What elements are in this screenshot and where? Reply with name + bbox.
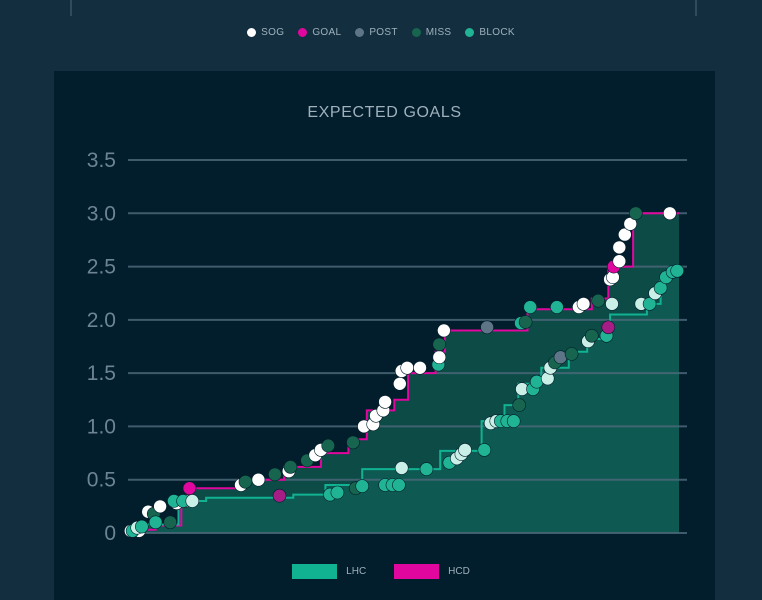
legend-dot-block <box>465 28 475 37</box>
lhc-shot-sog-40[interactable] <box>605 297 619 311</box>
hcd-shot-miss-40[interactable] <box>591 293 606 308</box>
legend-dot-miss <box>411 28 421 37</box>
lhc-shot-block-42[interactable] <box>642 297 657 311</box>
lhc-shot-block-47[interactable] <box>670 263 685 278</box>
legend-item-block[interactable]: BLOCK <box>465 27 515 38</box>
chart-title: EXPECTED GOALS <box>307 104 462 121</box>
legend-dot-post <box>355 28 365 37</box>
y-tick-label-3: 1.5 <box>87 362 116 385</box>
legend-label-miss: MISS <box>425 27 452 38</box>
y-tick-label-4: 2.0 <box>87 309 116 332</box>
hcd-shot-sog-45[interactable] <box>612 240 627 255</box>
hcd-shot-miss-5[interactable] <box>163 515 177 530</box>
y-tick-label-2: 1.0 <box>87 415 116 438</box>
hcd-shot-sog-49[interactable] <box>662 206 677 221</box>
lhc-shot-miss-35[interactable] <box>564 347 579 361</box>
hcd-shot-miss-19[interactable] <box>346 435 360 450</box>
y-tick-label-7: 3.5 <box>87 149 116 172</box>
hcd-shot-sog-27[interactable] <box>400 360 415 375</box>
hcd-shot-block-36[interactable] <box>523 300 538 314</box>
lhc-shot-sog-6[interactable] <box>185 494 200 508</box>
hcd-shot-sog-32[interactable] <box>437 323 451 338</box>
legend-dot-goal <box>298 28 308 37</box>
hcd-shot-miss-12[interactable] <box>268 467 282 482</box>
lhc-shot-sog-20[interactable] <box>458 443 472 457</box>
legend-item-post[interactable]: POST <box>355 27 397 38</box>
legend-item-hcd[interactable]: HCD <box>394 564 470 579</box>
hcd-shot-sog-24[interactable] <box>378 395 392 409</box>
legend-label-post: POST <box>369 27 398 38</box>
hcd-shot-miss-14[interactable] <box>283 460 298 474</box>
lhc-shot-sog-15[interactable] <box>394 461 409 475</box>
lhc-shot-goal-39[interactable] <box>601 320 616 335</box>
lhc-shot-block-16[interactable] <box>419 462 434 476</box>
legend-label-block: BLOCK <box>479 27 515 38</box>
lhc-shot-block-3[interactable] <box>148 515 163 530</box>
top-frame <box>70 0 697 16</box>
legend-dot-sog <box>247 28 257 37</box>
lhc-shot-block-2[interactable] <box>135 519 149 534</box>
legend-label-goal: GOAL <box>312 27 342 38</box>
hcd-shot-sog-30[interactable] <box>432 350 447 365</box>
lhc-shot-block-14[interactable] <box>392 478 406 492</box>
hcd-shot-sog-4[interactable] <box>153 499 167 514</box>
y-tick-label-0: 0 <box>104 522 116 545</box>
hcd-shot-miss-31[interactable] <box>432 337 447 352</box>
y-tick-label-5: 2.5 <box>87 256 116 279</box>
hcd-shot-miss-10[interactable] <box>238 474 253 489</box>
legend-label-lhc: LHC <box>346 566 367 577</box>
legend-item-lhc[interactable]: LHC <box>292 564 366 579</box>
team-legend: LHC HCD <box>0 564 762 579</box>
lhc-shot-goal-7[interactable] <box>272 488 287 503</box>
lhc-shot-block-21[interactable] <box>477 443 492 457</box>
hcd-shot-miss-18[interactable] <box>321 438 336 453</box>
hcd-shot-sog-44[interactable] <box>612 254 627 269</box>
legend-item-miss[interactable]: MISS <box>411 27 452 38</box>
legend-swatch-hcd <box>394 564 440 579</box>
hcd-shot-sog-25[interactable] <box>392 376 407 391</box>
lhc-shot-block-26[interactable] <box>506 414 521 428</box>
legend-label-sog: SOG <box>261 27 285 38</box>
hcd-shot-sog-46[interactable] <box>617 227 632 242</box>
y-tick-label-6: 3.0 <box>87 202 116 225</box>
hcd-shot-post-33[interactable] <box>480 320 494 335</box>
hcd-shot-miss-35[interactable] <box>518 315 533 329</box>
legend-item-sog[interactable]: SOG <box>247 27 284 38</box>
lhc-area <box>128 270 679 533</box>
legend-swatch-lhc <box>292 564 338 579</box>
lhc-shot-block-44[interactable] <box>653 281 668 295</box>
legend-label-hcd: HCD <box>448 566 470 577</box>
shot-type-legend: SOG GOAL POST MISS BLOCK <box>0 27 762 38</box>
hcd-shot-sog-11[interactable] <box>251 472 266 487</box>
lhc-shot-block-9[interactable] <box>330 485 345 500</box>
legend-item-goal[interactable]: GOAL <box>298 27 341 38</box>
y-tick-label-1: 0.5 <box>87 469 116 492</box>
hcd-shot-sog-39[interactable] <box>576 297 591 311</box>
lhc-shot-block-11[interactable] <box>355 479 370 493</box>
hcd-shot-miss-48[interactable] <box>628 206 643 221</box>
lhc-shot-miss-37[interactable] <box>584 328 599 343</box>
hcd-shot-goal-8[interactable] <box>182 481 197 496</box>
hcd-shot-sog-28[interactable] <box>413 360 427 375</box>
hcd-shot-block-37[interactable] <box>550 300 564 314</box>
lhc-shot-miss-27[interactable] <box>512 398 527 412</box>
hcd-shot-sog-47[interactable] <box>623 217 638 231</box>
